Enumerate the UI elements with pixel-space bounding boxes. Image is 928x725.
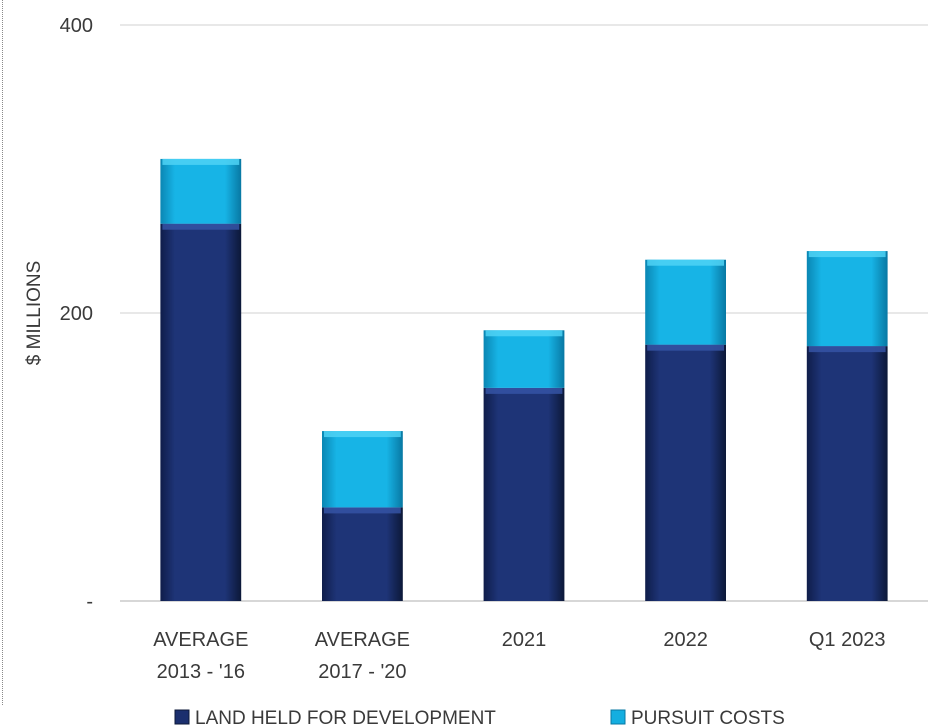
y-tick-label: 400 bbox=[60, 15, 93, 37]
y-tick-label: 200 bbox=[60, 303, 93, 325]
legend-label: PURSUIT COSTS bbox=[631, 708, 785, 725]
bar-land-held bbox=[483, 387, 565, 601]
bar-pursuit-costs bbox=[645, 259, 726, 345]
x-tick-label: 2017 - '20 bbox=[318, 661, 406, 683]
x-tick-label: AVERAGE bbox=[153, 629, 248, 651]
bar-pursuit-costs bbox=[160, 158, 242, 224]
bar-pursuit-costs bbox=[483, 330, 565, 388]
bar-land-held bbox=[806, 346, 888, 601]
legend-label: LAND HELD FOR DEVELOPMENT bbox=[195, 708, 496, 725]
bar-bevel bbox=[324, 431, 401, 438]
bar-pursuit-costs bbox=[806, 251, 888, 347]
y-axis-label: $ MILLIONS bbox=[24, 261, 45, 366]
x-tick-labels: AVERAGE 2013 - '16 AVERAGE 2017 - '20 2021 20… bbox=[153, 629, 885, 683]
x-tick-label: AVERAGE bbox=[315, 629, 410, 651]
y-tick-labels: - 200 400 bbox=[60, 15, 93, 613]
left-border-rule bbox=[2, 0, 3, 705]
x-tick-label: Q1 2023 bbox=[809, 629, 886, 651]
bar-land-held bbox=[322, 507, 403, 601]
legend-swatch bbox=[610, 709, 626, 725]
bar-bevel bbox=[324, 507, 401, 514]
bar-bevel bbox=[162, 158, 240, 165]
bar-bevel bbox=[162, 223, 240, 230]
bar-bevel bbox=[808, 346, 886, 353]
y-tick-label: - bbox=[86, 591, 93, 613]
bar-land-held bbox=[645, 344, 726, 601]
bar-pursuit-costs bbox=[322, 431, 403, 508]
bar-bevel bbox=[647, 259, 724, 266]
bars bbox=[160, 158, 888, 601]
x-tick-label: 2021 bbox=[502, 629, 547, 651]
legend: LAND HELD FOR DEVELOPMENT PURSUIT COSTS bbox=[174, 708, 785, 725]
bar-bevel bbox=[485, 387, 563, 394]
bar-bevel bbox=[485, 330, 563, 337]
x-tick-label: 2022 bbox=[663, 629, 708, 651]
x-tick-label: 2013 - '16 bbox=[157, 661, 245, 683]
bar-bevel bbox=[647, 344, 724, 351]
legend-swatch bbox=[174, 709, 190, 725]
bar-land-held bbox=[160, 223, 242, 601]
bar-bevel bbox=[808, 251, 886, 258]
